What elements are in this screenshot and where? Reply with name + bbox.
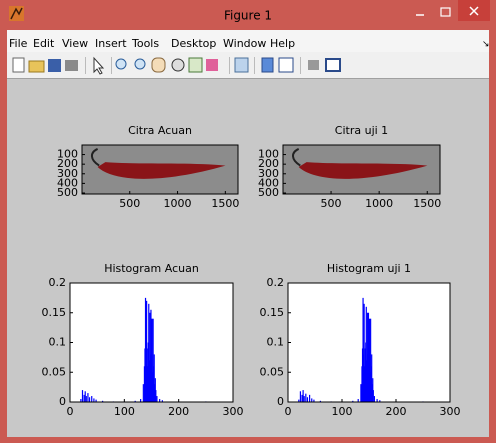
y-tick-label: 200	[258, 157, 279, 170]
menu-item[interactable]: View	[62, 37, 88, 50]
menu-item[interactable]: Desktop	[171, 37, 216, 50]
zoom-in-icon[interactable]	[115, 58, 127, 70]
x-tick-label: 1000	[164, 197, 192, 210]
app-icon	[9, 6, 24, 21]
y-tick-label: 0.1	[49, 336, 67, 349]
y-tick-label: 500	[258, 186, 279, 199]
new-icon[interactable]	[12, 57, 25, 73]
x-tick-label: 300	[440, 405, 461, 418]
open-icon[interactable]	[28, 60, 45, 73]
pan-icon[interactable]	[151, 57, 166, 73]
x-tick-label: 100	[114, 405, 135, 418]
x-tick-label: 1000	[365, 197, 393, 210]
brush-icon[interactable]	[206, 59, 218, 71]
pointer-icon[interactable]	[93, 56, 105, 75]
datacursor-icon[interactable]	[188, 57, 203, 73]
x-tick-label: 200	[386, 405, 407, 418]
x-tick-label: 0	[67, 405, 74, 418]
x-tick-label: 200	[168, 405, 189, 418]
rotate-icon[interactable]	[171, 58, 185, 72]
y-tick-label: 0.15	[260, 306, 285, 319]
app-icon-glyph	[10, 7, 23, 20]
y-tick-label: 100	[57, 148, 78, 161]
axes-title: Histogram Acuan	[104, 262, 199, 275]
menu-item[interactable]: File	[9, 37, 28, 50]
image-stem	[292, 148, 301, 167]
y-tick-label: 0.05	[42, 365, 67, 378]
axes-box	[81, 144, 239, 195]
menu: File Edit View Insert Tools Desktop Window Help	[9, 37, 295, 50]
image-object	[97, 162, 226, 179]
y-tick-label: 0.05	[260, 365, 285, 378]
print-icon[interactable]	[65, 60, 78, 71]
y-tick-label: 300	[258, 167, 279, 180]
axes-title: Citra uji 1	[335, 124, 388, 137]
menu-item[interactable]: Window	[223, 37, 266, 50]
y-tick-label: 0.15	[42, 306, 67, 319]
image-object	[298, 162, 428, 179]
maximize-glyph	[440, 7, 451, 17]
image-stem	[90, 148, 100, 167]
zoom-out-icon[interactable]	[134, 58, 146, 70]
y-tick-label: 100	[258, 148, 279, 161]
axes-box	[282, 144, 441, 195]
y-tick-label: 0.1	[267, 336, 285, 349]
axes-title: Citra Acuan	[128, 124, 192, 137]
menu-arrow: ↘	[482, 40, 490, 50]
y-tick-label: 200	[57, 157, 78, 170]
y-tick-label: 400	[258, 176, 279, 189]
x-tick-label: 1500	[211, 197, 239, 210]
colorbar-icon[interactable]	[261, 57, 274, 73]
x-tick-label: 500	[119, 197, 140, 210]
toolbar-icons	[12, 56, 341, 75]
menu-bar	[7, 30, 489, 52]
menu-item[interactable]: Help	[270, 37, 295, 50]
hide-tools-icon[interactable]	[308, 60, 319, 70]
menu-item[interactable]: Insert	[95, 37, 127, 50]
save-icon[interactable]	[48, 59, 61, 72]
y-tick-label: 500	[57, 186, 78, 199]
menu-item[interactable]: Tools	[131, 37, 159, 50]
close-glyph	[469, 6, 479, 16]
y-tick-label: 0	[59, 395, 66, 408]
window-title: Figure 1	[224, 9, 272, 23]
legend-icon[interactable]	[278, 57, 294, 73]
y-tick-label: 0.2	[49, 276, 67, 289]
show-tools-icon[interactable]	[325, 58, 341, 72]
menu-item[interactable]: Edit	[33, 37, 55, 50]
y-tick-label: 0	[277, 395, 284, 408]
x-tick-label: 0	[285, 405, 292, 418]
y-tick-label: 0.2	[267, 276, 285, 289]
link-icon[interactable]	[234, 57, 249, 73]
y-tick-label: 300	[57, 167, 78, 180]
y-tick-label: 400	[57, 176, 78, 189]
x-tick-label: 100	[332, 405, 353, 418]
x-tick-label: 1500	[413, 197, 441, 210]
x-tick-label: 300	[223, 405, 244, 418]
x-tick-label: 500	[321, 197, 342, 210]
axes-title: Histogram uji 1	[327, 262, 411, 275]
